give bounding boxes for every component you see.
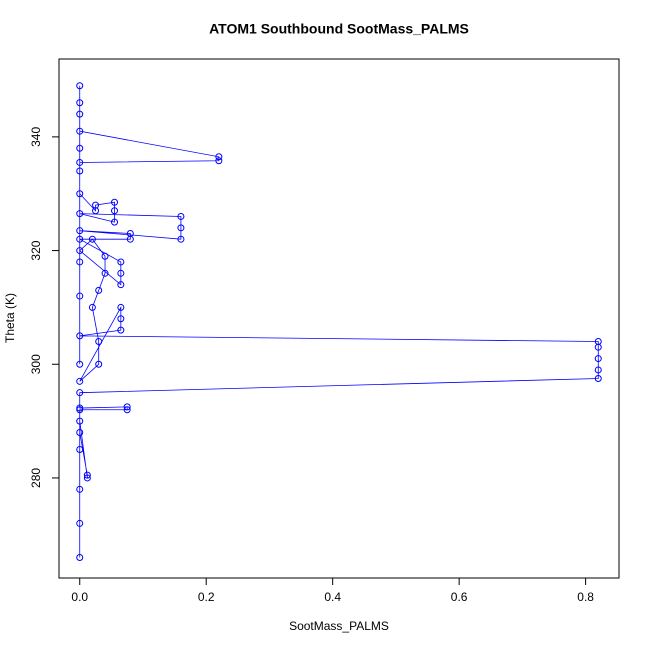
data-point: [95, 338, 103, 346]
data-point: [101, 252, 109, 260]
data-point: [95, 286, 103, 294]
data-point: [177, 235, 185, 243]
y-tick-label: 320: [29, 240, 43, 260]
data-point: [177, 224, 185, 232]
data-point: [76, 99, 84, 107]
data-point: [117, 303, 125, 311]
data-point: [83, 471, 91, 479]
data-point: [92, 207, 100, 215]
data-point: [88, 303, 96, 311]
data-point: [177, 212, 185, 220]
data-point: [111, 198, 119, 206]
data-point: [594, 355, 602, 363]
data-point: [117, 269, 125, 277]
data-point: [215, 157, 223, 165]
data-point: [111, 207, 119, 215]
data-point: [594, 374, 602, 382]
data-point: [76, 227, 84, 235]
data-point: [76, 258, 84, 266]
data-point: [76, 446, 84, 454]
data-point: [76, 158, 84, 166]
data-point: [123, 403, 131, 411]
x-tick-label: 0.8: [577, 590, 594, 604]
data-point: [76, 332, 84, 340]
data-point: [76, 485, 84, 493]
data-point: [117, 281, 125, 289]
data-point: [76, 127, 84, 135]
data-point: [111, 218, 119, 226]
data-point: [76, 292, 84, 300]
data-point: [594, 338, 602, 346]
x-axis-label: SootMass_PALMS: [289, 619, 389, 633]
data-point: [76, 389, 84, 397]
data-point: [76, 417, 84, 425]
data-point: [76, 377, 84, 385]
x-tick-label: 0.6: [451, 590, 468, 604]
data-point: [117, 326, 125, 334]
y-axis-label: Theta (K): [3, 293, 17, 343]
y-tick-label: 300: [29, 354, 43, 374]
x-tick-label: 0.0: [71, 590, 88, 604]
data-point: [215, 153, 223, 161]
data-point: [76, 144, 84, 152]
data-point: [76, 110, 84, 118]
data-point: [126, 230, 134, 238]
data-point: [76, 167, 84, 175]
x-tick-label: 0.2: [198, 590, 215, 604]
data-point: [117, 258, 125, 266]
data-point: [76, 360, 84, 368]
data-point: [76, 404, 84, 412]
data-point: [117, 315, 125, 323]
data-point: [123, 406, 131, 414]
data-point: [594, 366, 602, 374]
chart-title: ATOM1 Southbound SootMass_PALMS: [209, 21, 469, 37]
data-point: [95, 360, 103, 368]
data-point: [76, 247, 84, 255]
data-point: [76, 235, 84, 243]
data-point: [88, 235, 96, 243]
data-point: [83, 474, 91, 482]
x-tick-label: 0.4: [324, 590, 341, 604]
data-point: [76, 554, 84, 562]
data-point: [76, 190, 84, 198]
data-point: [76, 519, 84, 527]
data-point: [76, 82, 84, 90]
data-point: [76, 210, 84, 218]
y-tick-label: 340: [29, 127, 43, 147]
data-point: [76, 428, 84, 436]
data-point: [101, 269, 109, 277]
y-tick-label: 280: [29, 468, 43, 488]
